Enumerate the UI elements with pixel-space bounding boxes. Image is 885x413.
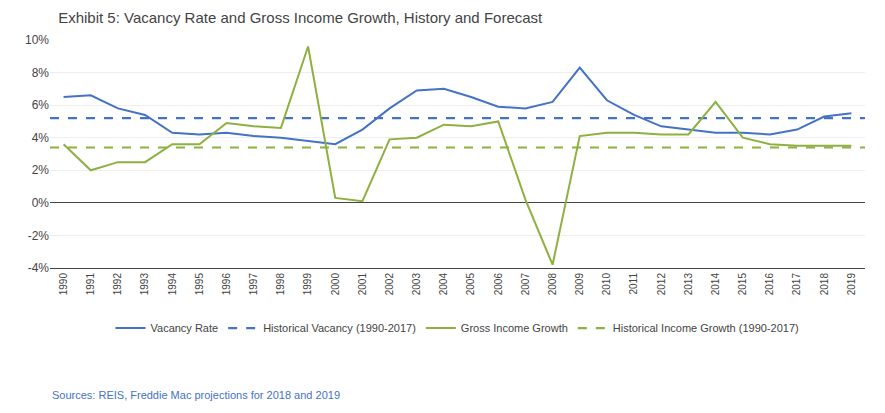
svg-text:1994: 1994 [167, 273, 178, 296]
svg-text:8%: 8% [32, 66, 50, 80]
svg-text:Gross Income Growth: Gross Income Growth [461, 322, 568, 334]
svg-text:2017: 2017 [791, 273, 802, 296]
svg-text:Historical Income Growth (1990: Historical Income Growth (1990-2017) [613, 322, 799, 334]
svg-text:4%: 4% [32, 131, 50, 145]
svg-text:0%: 0% [32, 196, 50, 210]
svg-text:2019: 2019 [846, 273, 857, 296]
svg-text:1998: 1998 [275, 273, 286, 296]
svg-text:10%: 10% [25, 33, 49, 47]
svg-text:2005: 2005 [465, 273, 476, 296]
svg-text:1999: 1999 [302, 273, 313, 296]
svg-text:2011: 2011 [628, 273, 639, 295]
svg-text:2003: 2003 [411, 273, 422, 296]
svg-text:Exhibit 5: Vacancy Rate and Gr: Exhibit 5: Vacancy Rate and Gross Income… [58, 9, 543, 26]
svg-text:Historical Vacancy (1990-2017): Historical Vacancy (1990-2017) [263, 322, 416, 334]
svg-text:2014: 2014 [710, 273, 721, 296]
svg-text:2018: 2018 [819, 273, 830, 296]
svg-text:2%: 2% [32, 163, 50, 177]
svg-text:1990: 1990 [58, 273, 69, 296]
svg-text:-4%: -4% [28, 261, 50, 275]
svg-text:2013: 2013 [683, 273, 694, 296]
svg-text:Vacancy Rate: Vacancy Rate [151, 322, 219, 334]
svg-text:2000: 2000 [330, 273, 341, 296]
svg-text:2004: 2004 [438, 273, 449, 296]
svg-text:6%: 6% [32, 98, 50, 112]
svg-text:1997: 1997 [248, 273, 259, 296]
svg-text:1995: 1995 [194, 273, 205, 296]
svg-text:1991: 1991 [85, 273, 96, 296]
svg-text:2009: 2009 [574, 273, 585, 296]
svg-text:1993: 1993 [139, 273, 150, 296]
svg-text:2007: 2007 [520, 273, 531, 296]
svg-text:1996: 1996 [221, 273, 232, 296]
svg-text:Sources: REIS, Freddie Mac pro: Sources: REIS, Freddie Mac projections f… [52, 389, 340, 401]
svg-text:1992: 1992 [112, 273, 123, 296]
svg-text:2012: 2012 [656, 273, 667, 296]
svg-text:-2%: -2% [28, 229, 50, 243]
svg-text:2015: 2015 [737, 273, 748, 296]
svg-text:2010: 2010 [601, 273, 612, 296]
svg-text:2002: 2002 [384, 273, 395, 296]
svg-text:2016: 2016 [764, 273, 775, 296]
svg-text:2006: 2006 [493, 273, 504, 296]
svg-text:2008: 2008 [547, 273, 558, 296]
svg-text:2001: 2001 [357, 273, 368, 296]
